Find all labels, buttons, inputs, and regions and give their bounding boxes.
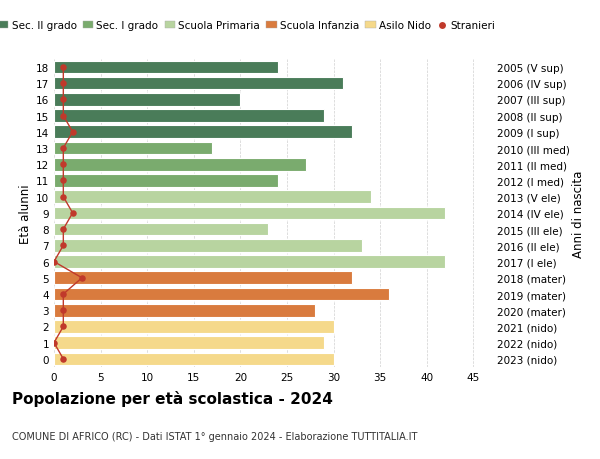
Bar — [54, 272, 352, 285]
Bar — [54, 142, 212, 155]
Point — [59, 96, 68, 104]
Point — [59, 145, 68, 152]
Bar — [54, 256, 445, 269]
Point — [59, 226, 68, 233]
Point — [59, 64, 68, 72]
Point — [49, 258, 59, 266]
Point — [59, 291, 68, 298]
Bar — [54, 126, 352, 139]
Point — [68, 210, 77, 217]
Bar — [54, 175, 278, 187]
Point — [59, 323, 68, 330]
Bar — [54, 336, 324, 349]
Point — [59, 242, 68, 250]
Point — [59, 80, 68, 88]
Point — [49, 339, 59, 347]
Legend: Sec. II grado, Sec. I grado, Scuola Primaria, Scuola Infanzia, Asilo Nido, Stran: Sec. II grado, Sec. I grado, Scuola Prim… — [0, 17, 500, 35]
Bar — [54, 94, 241, 106]
Point — [59, 112, 68, 120]
Point — [77, 274, 87, 282]
Bar — [54, 353, 334, 365]
Bar — [54, 110, 324, 123]
Bar — [54, 288, 389, 301]
Point — [59, 194, 68, 201]
Text: COMUNE DI AFRICO (RC) - Dati ISTAT 1° gennaio 2024 - Elaborazione TUTTITALIA.IT: COMUNE DI AFRICO (RC) - Dati ISTAT 1° ge… — [12, 431, 418, 442]
Bar — [54, 78, 343, 90]
Text: Popolazione per età scolastica - 2024: Popolazione per età scolastica - 2024 — [12, 390, 333, 406]
Y-axis label: Età alunni: Età alunni — [19, 184, 32, 243]
Point — [68, 129, 77, 136]
Bar — [54, 240, 362, 252]
Point — [59, 161, 68, 168]
Point — [59, 307, 68, 314]
Bar — [54, 62, 278, 74]
Bar — [54, 320, 334, 333]
Point — [59, 177, 68, 185]
Bar — [54, 304, 315, 317]
Bar — [54, 158, 305, 171]
Bar — [54, 191, 371, 203]
Y-axis label: Anni di nascita: Anni di nascita — [572, 170, 584, 257]
Point — [59, 355, 68, 363]
Bar — [54, 207, 445, 220]
Bar — [54, 224, 268, 236]
